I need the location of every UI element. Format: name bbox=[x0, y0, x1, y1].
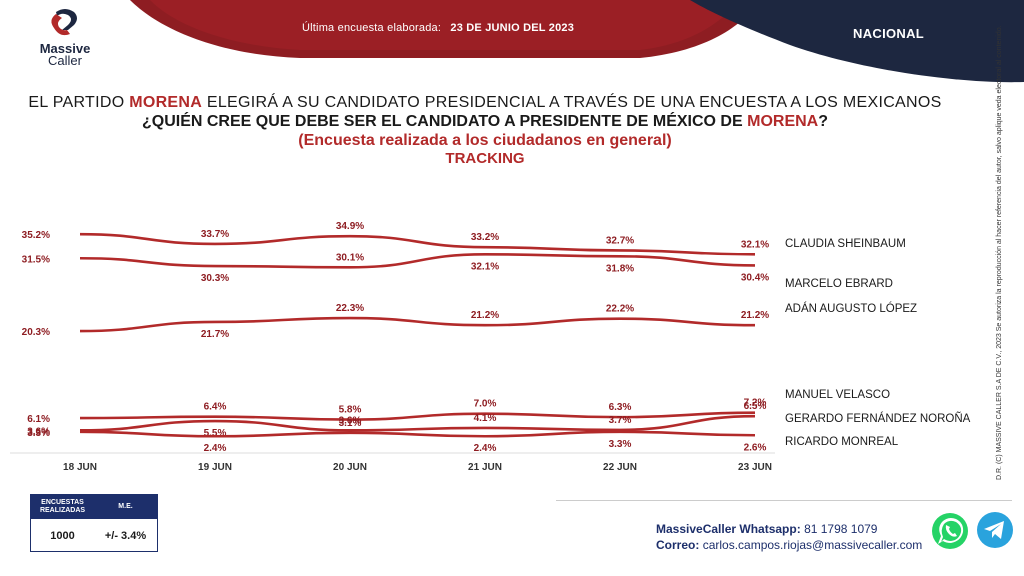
legend-label: MARCELO EBRARD bbox=[785, 278, 893, 290]
copyright-note: D.R. (C) MASSIVE CALLER S.A DE C.V., 202… bbox=[994, 25, 1018, 480]
data-label: 32.7% bbox=[606, 235, 634, 246]
sample-error: +/- 3.4% bbox=[104, 529, 147, 542]
data-label: 3.7% bbox=[609, 415, 632, 426]
data-label: 21.2% bbox=[471, 310, 499, 321]
sample-head-count: ENCUESTAS REALIZADAS bbox=[39, 499, 86, 514]
legend-label: MANUEL VELASCO bbox=[785, 389, 890, 401]
series-line-4 bbox=[79, 411, 756, 421]
data-label: 5.5% bbox=[204, 428, 227, 439]
telegram-icon[interactable] bbox=[976, 511, 1014, 549]
copyright-text: D.R. (C) MASSIVE CALLER S.A DE C.V., 202… bbox=[996, 25, 1003, 480]
data-label: 6.5% bbox=[744, 401, 767, 412]
data-label: 32.1% bbox=[741, 239, 769, 250]
contact-info: MassiveCaller Whatsapp: 81 1798 1079 Cor… bbox=[656, 521, 922, 553]
data-label: 22.3% bbox=[336, 303, 364, 314]
email-line: Correo: carlos.campos.riojas@massivecall… bbox=[656, 537, 922, 553]
sample-head-error: M.E. bbox=[118, 503, 133, 510]
x-tick-label: 22 JUN bbox=[603, 462, 637, 473]
series-line-1 bbox=[79, 232, 756, 256]
title-line-2: ¿QUIÉN CREE QUE DEBE SER EL CANDIDATO A … bbox=[0, 113, 970, 131]
data-label: 30.3% bbox=[201, 273, 229, 284]
legend-label: ADÁN AUGUSTO LÓPEZ bbox=[785, 302, 917, 315]
data-label: 22.2% bbox=[606, 304, 634, 315]
whatsapp-label: MassiveCaller Whatsapp: bbox=[656, 522, 801, 536]
last-survey-value: 23 DE JUNIO DEL 2023 bbox=[450, 22, 575, 34]
email-label: Correo: bbox=[656, 538, 700, 552]
data-label: 5.8% bbox=[339, 405, 362, 416]
data-label: 7.0% bbox=[474, 399, 497, 410]
footer-divider bbox=[556, 500, 1012, 501]
chart-title: TRACKING bbox=[445, 150, 525, 167]
series-line-2 bbox=[79, 253, 756, 269]
whatsapp-icon[interactable] bbox=[930, 511, 970, 551]
title-2-b: ? bbox=[818, 113, 828, 130]
logo-word-1: Massive bbox=[39, 41, 91, 56]
series-line-3 bbox=[79, 316, 756, 333]
massive-caller-logo: Massive Caller bbox=[30, 8, 100, 78]
data-label: 21.2% bbox=[741, 310, 769, 321]
data-label: 35.2% bbox=[22, 230, 50, 241]
data-label: 3.1% bbox=[339, 418, 362, 429]
x-tick-label: 23 JUN bbox=[738, 462, 772, 473]
logo-word-2: Caller bbox=[48, 53, 82, 68]
data-label: 6.3% bbox=[609, 402, 632, 413]
title-1-b: ELEGIRÁ A SU CANDIDATO PRESIDENCIAL A TR… bbox=[202, 94, 942, 111]
sample-table: ENCUESTAS REALIZADAS M.E. 1000 +/- 3.4% bbox=[30, 494, 158, 552]
data-label: 3.3% bbox=[609, 439, 632, 450]
data-label: 6.1% bbox=[27, 414, 50, 425]
last-survey-date: Última encuesta elaborada: 23 DE JUNIO D… bbox=[302, 22, 574, 34]
last-survey-label: Última encuesta elaborada: bbox=[302, 22, 442, 34]
data-label: 30.4% bbox=[741, 272, 769, 283]
data-label: 31.5% bbox=[22, 254, 50, 265]
whatsapp-number[interactable]: 81 1798 1079 bbox=[804, 522, 878, 536]
data-label: 7.2% bbox=[744, 398, 767, 409]
tracking-chart: 35.2% 33.7% 34.9% 33.2% 32.7% 32.1% CLAUDIA SH… bbox=[10, 221, 971, 473]
sample-row: 1000 +/- 3.4% bbox=[31, 519, 157, 552]
legend-label: RICARDO MONREAL bbox=[785, 436, 899, 448]
email-address[interactable]: carlos.campos.riojas@massivecaller.com bbox=[702, 538, 923, 552]
data-label: 2.4% bbox=[204, 443, 227, 454]
data-label: 30.1% bbox=[336, 252, 364, 263]
data-label: 2.4% bbox=[474, 443, 497, 454]
data-label: 33.7% bbox=[201, 229, 229, 240]
legend-label: CLAUDIA SHEINBAUM bbox=[785, 238, 906, 250]
x-tick-label: 21 JUN bbox=[468, 462, 502, 473]
data-label: 20.3% bbox=[22, 327, 50, 338]
title-block: EL PARTIDO MORENA ELEGIRÁ A SU CANDIDATO… bbox=[0, 94, 970, 167]
title-2-a: ¿QUIÉN CREE QUE DEBE SER EL CANDIDATO A … bbox=[141, 113, 748, 130]
series-line-5 bbox=[79, 414, 756, 432]
data-label: 32.1% bbox=[471, 261, 499, 272]
title-1-a: EL PARTIDO bbox=[28, 94, 130, 111]
sample-count: 1000 bbox=[50, 529, 75, 542]
data-label: 3.3% bbox=[27, 428, 50, 439]
data-label: 31.8% bbox=[606, 263, 634, 274]
title-2-party: MORENA bbox=[747, 113, 819, 130]
legend-label: GERARDO FERNÁNDEZ NOROÑA bbox=[785, 412, 971, 425]
x-tick-label: 19 JUN bbox=[198, 462, 232, 473]
title-1-party: MORENA bbox=[129, 94, 203, 111]
sample-header: ENCUESTAS REALIZADAS M.E. bbox=[31, 495, 157, 519]
data-label: 2.6% bbox=[744, 442, 767, 453]
data-label: 6.4% bbox=[204, 402, 227, 413]
data-label: 34.9% bbox=[336, 221, 364, 232]
logo-icon bbox=[51, 9, 77, 36]
data-label: 3.6% bbox=[27, 426, 50, 437]
data-label: 33.2% bbox=[471, 232, 499, 243]
scope-label: NACIONAL bbox=[853, 26, 925, 41]
title-line-1: EL PARTIDO MORENA ELEGIRÁ A SU CANDIDATO… bbox=[0, 94, 970, 112]
title-line-3: (Encuesta realizada a los ciudadanos en … bbox=[298, 132, 672, 149]
x-tick-label: 18 JUN bbox=[63, 462, 97, 473]
data-label: 3.6% bbox=[339, 415, 362, 426]
series-line-6 bbox=[79, 430, 756, 438]
data-label: 4.1% bbox=[474, 413, 497, 424]
whatsapp-line: MassiveCaller Whatsapp: 81 1798 1079 bbox=[656, 521, 922, 537]
data-label: 21.7% bbox=[201, 329, 229, 340]
x-tick-label: 20 JUN bbox=[333, 462, 367, 473]
